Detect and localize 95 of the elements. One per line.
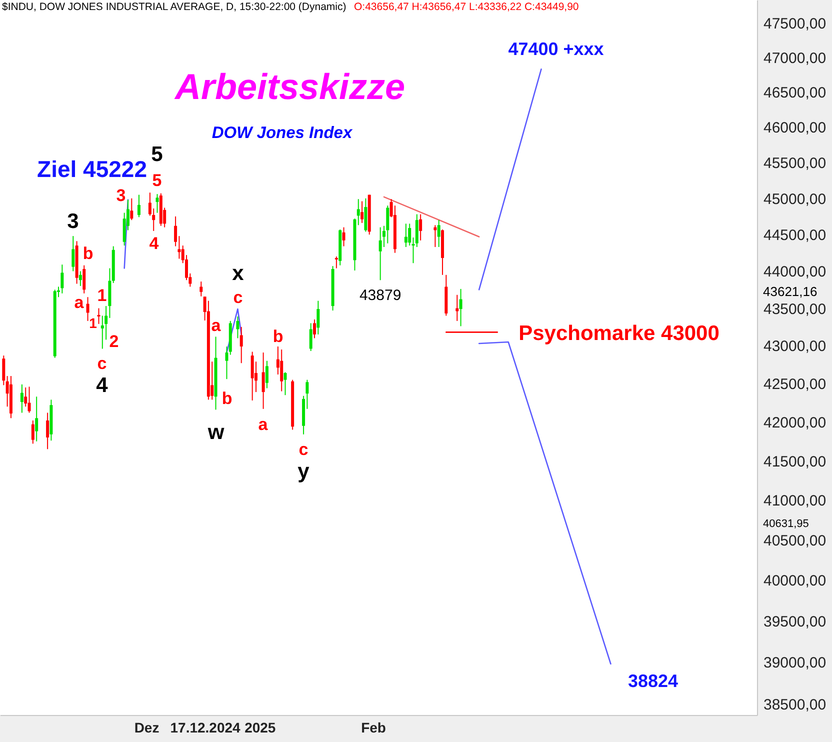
candlestick xyxy=(225,346,228,380)
annotation: Ziel 45222 xyxy=(37,156,147,182)
text: 40631,95 xyxy=(763,518,809,530)
candlestick xyxy=(419,214,422,241)
annotation: Psychomarke 43000 xyxy=(518,322,720,345)
annotation: 1 xyxy=(97,286,107,305)
candlestick xyxy=(342,226,346,247)
candlestick xyxy=(386,205,390,244)
x-tick-label: Dez xyxy=(134,720,160,736)
x-tick-label: 2025 xyxy=(244,720,276,736)
annotation: 3 xyxy=(116,186,126,205)
y-tick-label: 47000,00 xyxy=(764,50,826,67)
candlestick xyxy=(459,288,462,327)
y-tick-label: 42000,00 xyxy=(764,414,826,432)
annotation: 43879 xyxy=(359,287,402,304)
annotation: 38824 xyxy=(628,671,678,691)
candlestick xyxy=(280,349,284,392)
annotation: 3 xyxy=(67,210,79,233)
annotation: 2 xyxy=(109,332,119,351)
candlestick xyxy=(262,352,265,410)
annotation: c xyxy=(298,440,308,459)
candlestick xyxy=(72,236,75,272)
y-tick-label: 41500,00 xyxy=(764,453,826,470)
annotation: $INDU, DOW JONES INDUSTRIAL AVERAGE, D, 15:30-22:00 (Dynamic) xyxy=(2,1,346,13)
candlestick xyxy=(28,386,31,414)
candlestick xyxy=(82,264,86,294)
candlestick xyxy=(334,256,338,269)
candlestick xyxy=(415,214,418,248)
candlestick xyxy=(86,296,90,322)
candlestick xyxy=(31,420,34,444)
candlestick xyxy=(35,396,38,442)
candlestick xyxy=(284,372,287,396)
annotation: b xyxy=(222,389,232,408)
y-tick-label: 38500,00 xyxy=(764,696,826,714)
candlestick xyxy=(309,322,312,352)
annotation: b xyxy=(272,327,284,346)
annotation: c xyxy=(97,354,107,373)
y-tick-label: 44500,00 xyxy=(764,227,826,244)
y-tick-label: 40000,00 xyxy=(764,572,826,590)
candlestick xyxy=(156,194,159,214)
annotation: w xyxy=(206,421,225,444)
y-tick-label: 45500,00 xyxy=(764,155,826,172)
y-tick-label: 42500,00 xyxy=(764,376,826,394)
annotation: y xyxy=(298,460,310,483)
annotation: 4 xyxy=(96,374,108,397)
annotation: b xyxy=(82,244,94,263)
annotation: x xyxy=(232,262,244,285)
annotation: 4 xyxy=(149,234,160,253)
candlestick xyxy=(78,270,82,286)
y-tick-label: 46000,00 xyxy=(764,120,826,137)
y-tick-label: 44000,00 xyxy=(764,264,826,281)
y-tick-label: 46500,00 xyxy=(764,84,826,102)
y-tick-label: 43500,00 xyxy=(764,300,826,318)
candlestick xyxy=(97,308,100,324)
candlestick xyxy=(137,194,140,218)
candlestick xyxy=(265,360,268,389)
annotation: O:43656,47 H:43656,47 L:43336,22 C:43449,90 xyxy=(354,1,579,13)
candlestick xyxy=(130,198,134,221)
annotation: a xyxy=(211,316,222,335)
candlestick xyxy=(404,223,408,248)
y-tick-label: 39500,00 xyxy=(764,613,826,630)
text: Arbeitsskizze xyxy=(174,66,406,107)
candlestick xyxy=(360,200,364,224)
candlestick xyxy=(46,412,50,450)
candlestick xyxy=(250,351,254,401)
y-tick-label: 41000,00 xyxy=(764,492,826,510)
annotation: a xyxy=(74,293,84,312)
annotation: 5 xyxy=(151,143,164,166)
candlestick xyxy=(24,386,28,408)
annotation: 1 xyxy=(89,315,98,331)
candlestick xyxy=(364,198,368,232)
annotation: 47400 +xxx xyxy=(508,39,604,59)
annotation: a xyxy=(258,415,268,434)
x-tick-label: Feb xyxy=(361,720,386,736)
candlestick xyxy=(356,198,360,226)
x-tick-label: 17.12.2024 xyxy=(170,720,241,736)
candlestick xyxy=(200,281,203,297)
y-tick-label: 39000,00 xyxy=(764,654,826,672)
annotation: c xyxy=(233,288,243,307)
candlestick xyxy=(437,220,440,248)
candlestick xyxy=(236,316,240,339)
candlestick xyxy=(316,300,320,335)
candlestick xyxy=(60,264,64,294)
annotation: 5 xyxy=(152,171,162,190)
y-tick-label: 47500,00 xyxy=(764,16,826,33)
candlestick xyxy=(2,355,6,386)
candlestick xyxy=(378,226,382,281)
candlestick xyxy=(240,326,243,364)
text: 43621,16 xyxy=(763,284,818,299)
candlestick xyxy=(313,318,316,339)
text: DOW Jones Index xyxy=(212,124,353,142)
y-tick-label: 43000,00 xyxy=(764,338,826,356)
candlestick xyxy=(20,384,24,414)
y-tick-label: 40500,00 xyxy=(764,532,826,550)
y-tick-label: 45000,00 xyxy=(764,190,826,208)
